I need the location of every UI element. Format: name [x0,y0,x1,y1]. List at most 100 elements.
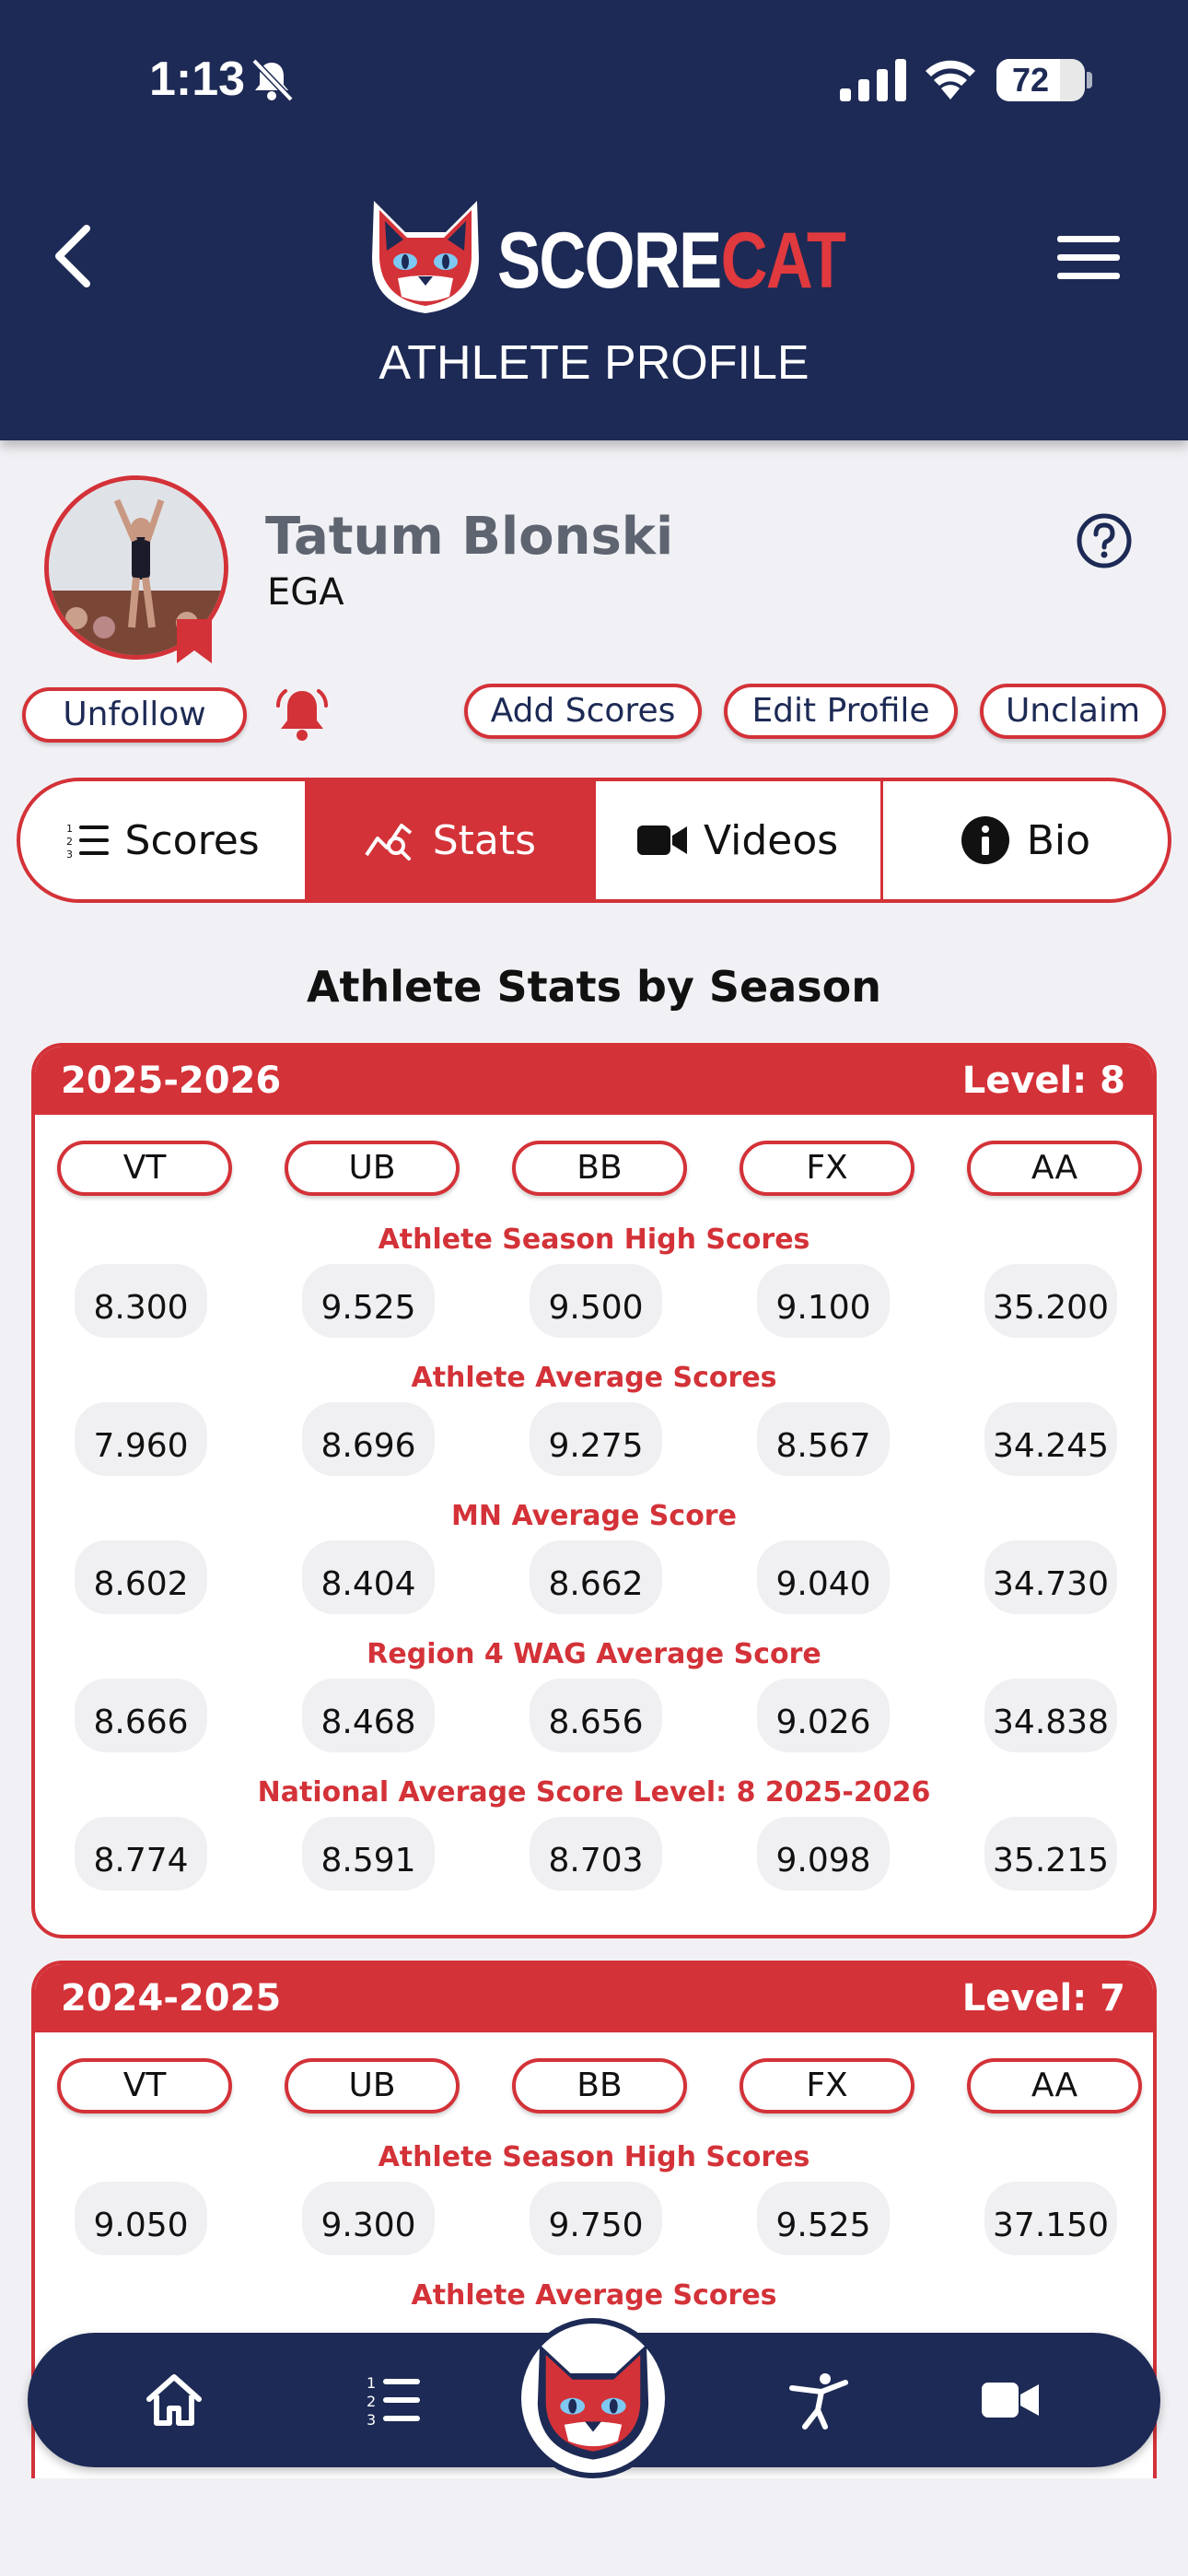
list-numbered-icon: 1 2 3 [66,823,109,859]
stat-row: 9.050 9.300 9.750 9.525 37.150 [35,2176,1153,2255]
score-vt: 9.050 [75,2182,207,2255]
score-vt: 8.774 [75,1817,207,1891]
home-icon[interactable] [144,2370,204,2430]
season-label: 2025-2026 [61,1060,282,1102]
score-vt: 8.300 [75,1264,207,1338]
stat-row-label: Athlete Season High Scores [378,2141,810,2173]
section-title: Athlete Stats by Season [306,962,882,1012]
score-bb: 8.656 [530,1679,662,1752]
score-bb: 9.275 [530,1402,662,1476]
bell-muted-icon [251,58,294,102]
page-title: ATHLETE PROFILE [379,336,809,390]
stat-row: 8.602 8.404 8.662 9.040 34.730 [35,1535,1153,1614]
chart-search-icon [365,824,412,861]
score-vt: 8.602 [75,1540,207,1614]
event-filter-row: VT UB BB FX AA [35,1115,1153,1198]
score-bb: 9.750 [530,2182,662,2255]
svg-text:1: 1 [367,2374,376,2392]
battery-icon: 72 [996,59,1085,101]
stat-row-label: Athlete Average Scores [411,2279,777,2312]
video-camera-icon [637,825,688,855]
stat-row-label: National Average Score Level: 8 2025-202… [257,1776,931,1809]
score-fx: 8.567 [757,1402,890,1476]
notification-bell-icon[interactable] [273,685,332,744]
bottom-safe-area [0,2478,1188,2576]
tab-bio[interactable]: Bio [883,781,1168,899]
score-fx: 9.026 [757,1679,890,1752]
tab-stats-label: Stats [432,816,537,864]
stat-row-label: Region 4 WAG Average Score [367,1638,821,1670]
season-level: Level: 8 [961,1060,1125,1102]
scorecat-logo: SCORECAT [361,193,846,322]
stat-row-label: Athlete Season High Scores [378,1224,810,1256]
event-pill-vt[interactable]: VT [57,2058,232,2113]
svg-text:2: 2 [367,2393,376,2410]
score-ub: 9.525 [302,1264,435,1338]
season-card: 2025-2026 Level: 8 VT UB BB FX AA Athlet… [31,1043,1157,1938]
tab-bio-label: Bio [1026,816,1091,864]
stat-row-label: MN Average Score [451,1500,737,1532]
battery-percent: 72 [1011,61,1050,99]
edit-profile-button[interactable]: Edit Profile [724,684,958,739]
season-card-header: 2024-2025 Level: 7 [35,1964,1153,2032]
score-bb: 8.703 [530,1817,662,1891]
event-pill-fx[interactable]: FX [740,2058,914,2113]
unclaim-button[interactable]: Unclaim [980,684,1166,739]
score-fx: 9.040 [757,1540,890,1614]
score-vt: 7.960 [75,1402,207,1476]
score-aa: 34.838 [984,1679,1117,1752]
stat-row: 7.960 8.696 9.275 8.567 34.245 [35,1397,1153,1476]
tab-scores-label: Scores [124,816,260,864]
tab-scores[interactable]: 1 2 3 Scores [20,781,309,899]
hamburger-menu-icon[interactable] [1055,232,1122,284]
tab-stats[interactable]: Stats [308,781,596,899]
add-scores-button[interactable]: Add Scores [464,684,702,739]
event-pill-ub[interactable]: UB [285,1141,460,1196]
athlete-gym: EGA [267,571,344,614]
scorecat-home-button[interactable] [516,2318,670,2478]
svg-text:3: 3 [66,849,73,859]
event-pill-aa[interactable]: AA [967,1141,1142,1196]
event-pill-fx[interactable]: FX [740,1141,914,1196]
score-aa: 34.245 [984,1402,1117,1476]
score-aa: 34.730 [984,1540,1117,1614]
cat-logo-icon [372,201,479,313]
gymnast-icon[interactable] [788,2370,849,2430]
svg-text:3: 3 [367,2411,376,2429]
bookmark-icon[interactable] [175,617,214,665]
score-aa: 35.215 [984,1817,1117,1891]
unfollow-button[interactable]: Unfollow [22,687,247,743]
season-level: Level: 7 [961,1977,1125,2020]
video-camera-icon[interactable] [980,2370,1041,2430]
stat-row: 8.300 9.525 9.500 9.100 35.200 [35,1259,1153,1338]
event-pill-ub[interactable]: UB [285,2058,460,2113]
event-pill-vt[interactable]: VT [57,1141,232,1196]
tab-videos-label: Videos [704,816,839,864]
score-ub: 8.404 [302,1540,435,1614]
svg-text:2: 2 [66,836,73,848]
event-pill-bb[interactable]: BB [512,1141,687,1196]
score-ub: 8.591 [302,1817,435,1891]
stat-row-label: Athlete Average Scores [411,1362,777,1394]
list-numbered-icon[interactable]: 1 2 3 [363,2370,424,2430]
app-header: 1:13 72 S [0,0,1188,440]
back-chevron-icon[interactable] [46,221,101,291]
score-bb: 8.662 [530,1540,662,1614]
event-pill-bb[interactable]: BB [512,2058,687,2113]
event-pill-aa[interactable]: AA [967,2058,1142,2113]
score-ub: 9.300 [302,2182,435,2255]
score-fx: 9.525 [757,2182,890,2255]
cellular-signal-icon [840,59,906,101]
event-filter-row: VT UB BB FX AA [35,2032,1153,2115]
tab-videos[interactable]: Videos [596,781,883,899]
stat-row: 8.774 8.591 8.703 9.098 35.215 [35,1811,1153,1891]
score-aa: 35.200 [984,1264,1117,1338]
battery-cap [1087,72,1092,88]
help-question-icon[interactable] [1076,512,1133,569]
season-card-header: 2025-2026 Level: 8 [35,1047,1153,1115]
brand-score: SCORE [497,217,722,305]
brand-wordmark: SCORECAT [497,216,846,307]
profile-tabs: 1 2 3 Scores Stats Videos Bio [17,778,1171,903]
score-vt: 8.666 [75,1679,207,1752]
info-circle-icon [961,816,1009,864]
